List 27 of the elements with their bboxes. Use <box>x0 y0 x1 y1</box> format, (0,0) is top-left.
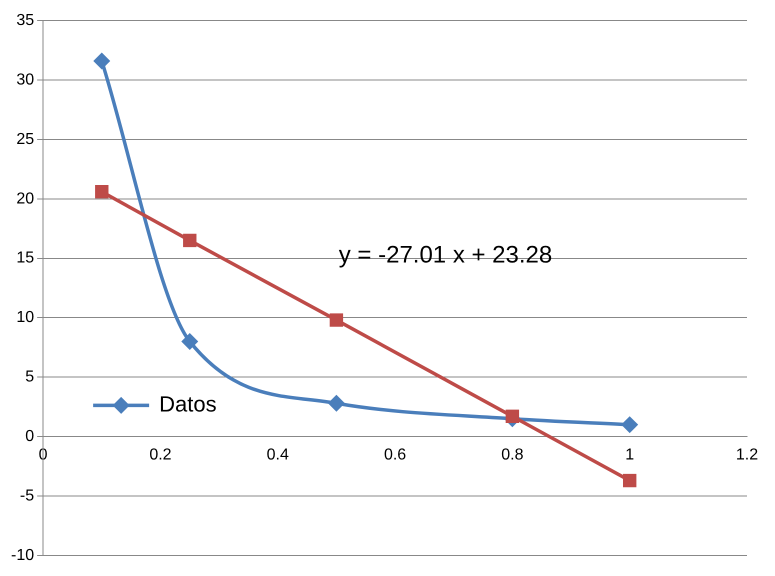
legend-label: Datos <box>159 391 217 416</box>
y-tick-label: 0 <box>25 428 34 445</box>
point <box>183 234 196 248</box>
x-tick-label: 0.2 <box>149 446 172 464</box>
point <box>182 334 198 350</box>
point <box>94 53 110 69</box>
x-tick-label: 0.8 <box>501 446 524 464</box>
point <box>330 313 344 327</box>
y-tick-label: 20 <box>16 190 34 208</box>
y-tick-label: -10 <box>11 546 34 564</box>
y-tick-label: 10 <box>16 309 34 326</box>
point <box>95 185 108 198</box>
y-tick-label: 35 <box>16 12 34 30</box>
y-tick-label: 30 <box>16 71 34 88</box>
x-tick-label: 0.6 <box>384 446 406 464</box>
point <box>328 396 344 412</box>
point <box>506 410 520 424</box>
y-tick-label: 5 <box>25 368 34 386</box>
y-tick-label: 15 <box>16 250 34 267</box>
x-tick-label: 1.2 <box>736 446 758 464</box>
x-tick-label: 0.4 <box>266 446 289 464</box>
point <box>622 416 638 432</box>
annotation: y = -27.01 x + 23.28 <box>338 242 552 269</box>
point <box>622 474 636 488</box>
y-tick-label: -5 <box>20 487 34 504</box>
x-tick-label: 1 <box>625 446 634 464</box>
y-tick-label: 25 <box>16 130 34 148</box>
